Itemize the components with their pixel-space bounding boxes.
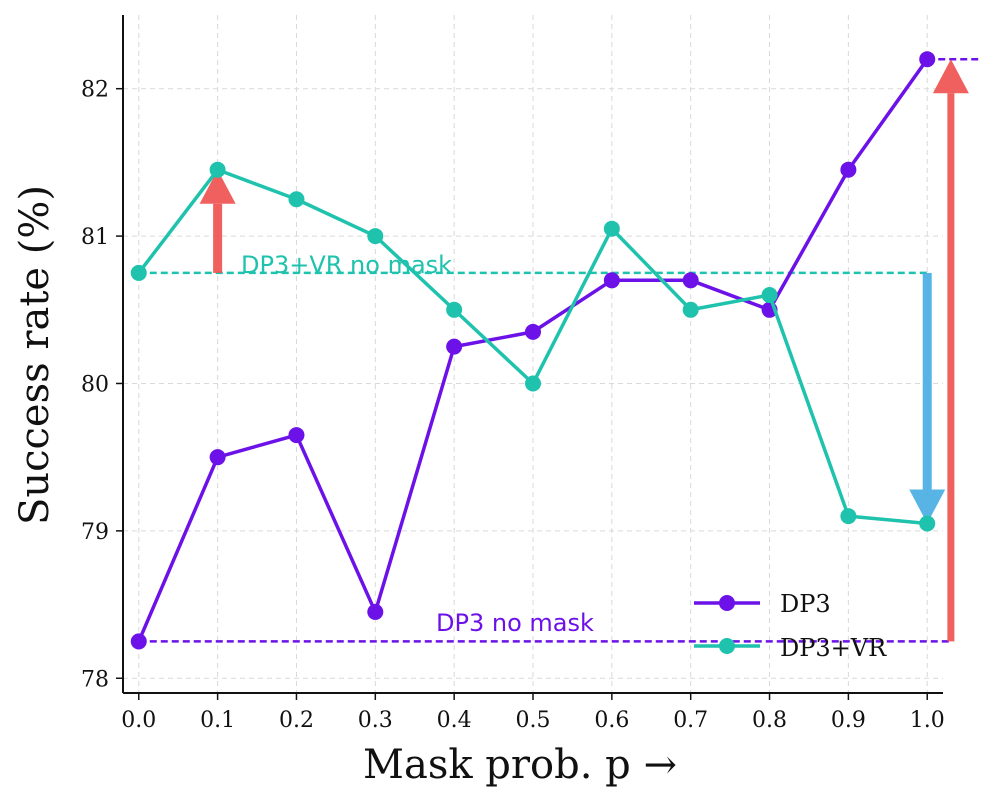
data-point-dp3 <box>367 603 384 620</box>
x-tick-label: 0.4 <box>437 708 472 733</box>
data-point-dp3 <box>288 427 305 444</box>
legend-label-dp3: DP3 <box>780 590 831 618</box>
data-point-dp3vr <box>840 508 857 525</box>
data-point-dp3 <box>840 161 857 178</box>
baselines <box>138 57 980 643</box>
data-point-dp3 <box>682 272 699 289</box>
data-point-dp3 <box>919 51 936 68</box>
data-point-dp3vr <box>682 301 699 318</box>
data-point-dp3vr <box>446 301 463 318</box>
arrow-up-p01-head <box>199 169 236 204</box>
data-point-dp3 <box>209 449 226 466</box>
x-tick-label: 0.0 <box>121 708 156 733</box>
arrow-up-right-head <box>932 59 969 94</box>
legend: DP3 DP3+VR <box>694 590 887 662</box>
baseline-label-dp3vr: DP3+VR no mask <box>241 251 452 279</box>
data-point-dp3vr <box>209 161 226 178</box>
y-tick-label: 79 <box>81 520 109 545</box>
data-point-dp3vr <box>919 515 936 532</box>
y-tick-label: 81 <box>81 225 109 250</box>
arrow-up-p01-shaft <box>213 203 223 273</box>
annotation-arrows <box>199 59 969 642</box>
series <box>130 51 936 650</box>
data-point-dp3 <box>130 633 147 650</box>
y-tick-label: 80 <box>81 372 109 397</box>
legend-marker-dp3 <box>719 595 735 611</box>
x-tick-label: 0.7 <box>673 708 708 733</box>
x-tick-label: 1.0 <box>910 708 945 733</box>
x-tick-label: 0.3 <box>358 708 393 733</box>
data-point-dp3 <box>446 338 463 355</box>
data-point-dp3 <box>525 323 541 340</box>
arrow-up-right-shaft <box>947 93 955 642</box>
legend-marker-dp3vr <box>719 638 735 654</box>
arrow-down-p10-head <box>909 489 946 524</box>
x-tick-label: 0.8 <box>752 708 787 733</box>
data-point-dp3vr <box>367 228 384 245</box>
ticks: 0.0 0.1 0.2 0.3 0.4 0.5 0.6 0.7 0.8 0.9 1.0 78 79 80 8… <box>81 78 945 733</box>
x-tick-label: 0.1 <box>200 708 235 733</box>
y-tick-label: 82 <box>81 78 109 103</box>
baseline-label-dp3: DP3 no mask <box>436 609 594 637</box>
arrow-down-p10-shaft <box>922 272 932 490</box>
data-point-dp3 <box>603 272 620 289</box>
x-tick-label: 0.2 <box>279 708 314 733</box>
x-tick-label: 0.6 <box>594 708 629 733</box>
data-point-dp3vr <box>761 287 778 304</box>
legend-label-dp3vr: DP3+VR <box>780 634 887 662</box>
x-tick-label: 0.9 <box>831 708 866 733</box>
y-axis-title: Success rate (%) <box>12 185 58 525</box>
data-point-dp3vr <box>288 191 305 208</box>
data-point-dp3vr <box>130 264 147 281</box>
data-point-dp3vr <box>525 375 541 392</box>
y-tick-label: 78 <box>81 667 109 692</box>
data-point-dp3vr <box>603 220 620 237</box>
x-tick-label: 0.5 <box>516 708 551 733</box>
x-axis-title: Mask prob. p → <box>363 742 677 788</box>
